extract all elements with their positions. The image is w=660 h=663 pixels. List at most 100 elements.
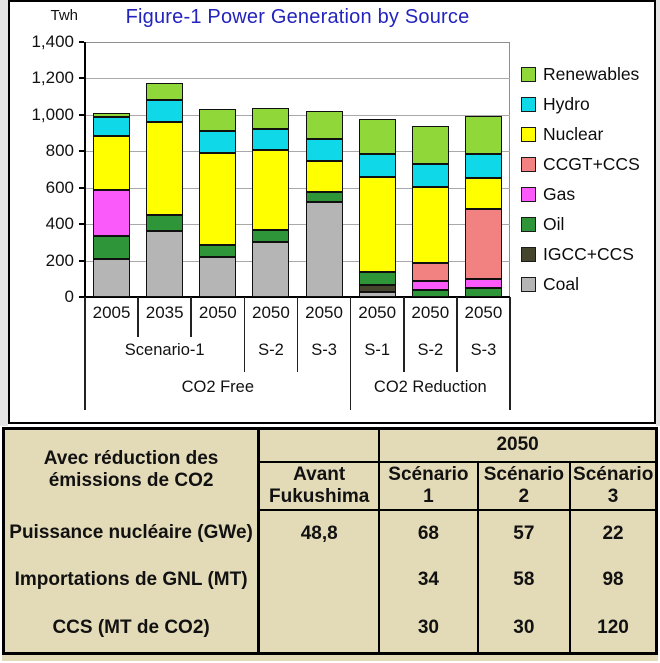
legend-item-coal: Coal (521, 274, 656, 296)
value-ccs-s2: 30 (477, 604, 572, 654)
bar-segment-oil (252, 229, 290, 243)
x-axis-scenario-label: Scenario-1 (124, 341, 205, 359)
value-puissance-s3: 22 (602, 522, 624, 544)
value-puissance-s1: 68 (379, 510, 479, 557)
bar-segment-coal (305, 202, 343, 297)
x-axis-co2-group-label: CO2 Free (181, 378, 255, 396)
summary-table-panel: Avec réduction des émissions de CO2 2050… (2, 427, 658, 661)
bar-segment-nuclear (199, 153, 237, 246)
table-scenario-1-header: Scénario 1 (379, 461, 479, 512)
bar-segment-coal (146, 230, 184, 297)
bar-segment-ccgt-ccs (411, 263, 449, 281)
legend-swatch-igcc-ccs (521, 247, 536, 262)
gridline (85, 224, 510, 226)
table-avant-fukushima-header: Avant Fukushima (258, 461, 381, 512)
y-axis-tick-mark (79, 77, 84, 80)
legend-label: Nuclear (543, 124, 604, 144)
legend-item-igcc-ccs: IGCC+CCS (521, 244, 656, 266)
y-axis-tick-label: 1,200 (31, 68, 74, 88)
bar-segment-renewables (199, 109, 237, 132)
row-label-importations: Importations de GNL (MT) (3, 556, 261, 605)
x-axis-scenario-label: S-3 (311, 341, 337, 359)
y-axis-tick-label: 1,000 (31, 104, 74, 124)
legend-swatch-oil (521, 217, 536, 232)
x-axis-scenario-label: S-2 (258, 341, 284, 359)
legend-label: Oil (543, 214, 565, 234)
legend-swatch-ccgt-ccs (521, 157, 536, 172)
bar-segment-oil (146, 215, 184, 231)
legend-label: Gas (543, 184, 576, 204)
bar-segment-renewables (358, 119, 396, 154)
bar-segment-nuclear (252, 150, 290, 230)
gridline (85, 114, 510, 116)
legend-item-hydro: Hydro (521, 94, 656, 116)
x-axis-co2-group-label: CO2 Reduction (373, 378, 487, 396)
y-axis-tick-label: 1,400 (31, 32, 74, 51)
bar-segment-coal (93, 258, 131, 297)
y-axis-tick-label: 600 (45, 177, 74, 197)
bar-segment-hydro (199, 131, 237, 154)
legend-label: Coal (543, 274, 579, 294)
gridline (85, 78, 510, 80)
x-axis-year-label: 2050 (252, 303, 290, 322)
y-axis-tick-label: 800 (45, 141, 74, 161)
legend-item-oil: Oil (521, 214, 656, 236)
bar-segment-renewables (146, 82, 184, 101)
y-axis-tick-mark (79, 113, 84, 116)
y-axis-tick-mark (79, 150, 84, 153)
y-axis-tick-mark (79, 259, 84, 262)
table-scenario-2-header: Scénario 2 (477, 461, 572, 512)
right-margin-strip (656, 0, 660, 426)
y-axis-tick-mark (79, 186, 84, 189)
axis-separator-line (349, 297, 352, 410)
bar-segment-renewables (411, 125, 449, 165)
bar-segment-hydro (305, 139, 343, 162)
bar-segment-hydro (464, 154, 502, 178)
bar-segment-nuclear (358, 176, 396, 273)
bar-segment-gas (464, 278, 502, 288)
x-axis-year-label: 2035 (145, 303, 184, 322)
bar-segment-nuclear (305, 161, 343, 193)
left-margin-strip (0, 0, 8, 426)
value-puissance-avant: 48,8 (258, 510, 381, 557)
axis-separator-line (243, 297, 246, 372)
value-ccs-s1: 30 (379, 604, 479, 654)
x-axis-year-label: 2050 (358, 303, 397, 322)
bar-segment-oil (358, 272, 396, 286)
legend-item-ccgt-ccs: CCGT+CCS (521, 154, 656, 176)
bar-segment-renewables (93, 113, 131, 117)
table-year-header: 2050 (379, 428, 657, 463)
legend-swatch-nuclear (521, 127, 536, 142)
axis-separator-line (509, 297, 511, 410)
axis-separator-line (137, 297, 139, 337)
bar-segment-oil (411, 289, 449, 297)
bar-segment-gas (411, 280, 449, 290)
bar-segment-nuclear (93, 135, 131, 191)
bar-segment-coal (358, 292, 396, 297)
legend-item-renewables: Renewables (521, 64, 656, 86)
legend-label: IGCC+CCS (543, 244, 634, 264)
y-axis-tick-mark (79, 223, 84, 226)
value-importations-s2: 58 (477, 556, 572, 605)
table-empty-header-cell (258, 428, 381, 463)
value-importations-avant (258, 556, 381, 605)
axis-separator-line (84, 297, 86, 410)
bar-segment-oil (464, 287, 502, 297)
x-axis-scenario-label: S-1 (364, 341, 391, 359)
value-ccs-avant (258, 604, 381, 654)
y-axis-unit-label: Twh (50, 7, 78, 24)
y-axis-tick-label: 200 (45, 250, 74, 270)
bar-segment-nuclear (146, 122, 184, 216)
bar-segment-igcc-ccs (358, 285, 396, 293)
axis-separator-line (296, 297, 299, 372)
power-generation-chart: Twh Figure-1 Power Generation by Source … (31, 6, 656, 410)
legend-swatch-renewables (521, 67, 536, 82)
bar-segment-renewables (305, 111, 343, 140)
table-corner-header: Avec réduction des émissions de CO2 (3, 428, 261, 511)
x-axis-year-label: 2050 (411, 303, 450, 322)
bar-segment-renewables (464, 115, 502, 155)
axis-separator-line (402, 297, 405, 372)
chart-title: Figure-1 Power Generation by Source (125, 6, 470, 28)
bar-segment-hydro (411, 164, 449, 187)
